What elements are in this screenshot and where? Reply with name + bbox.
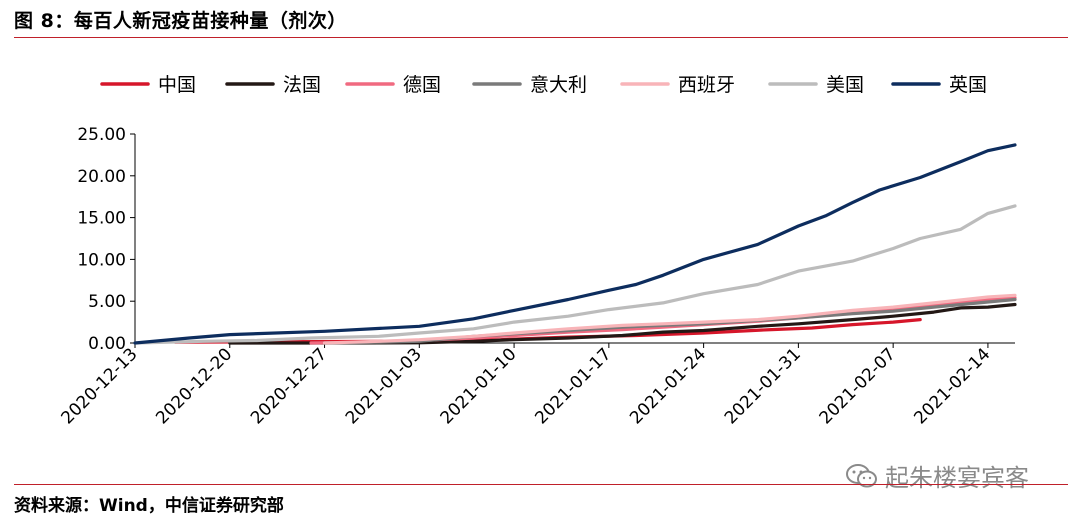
series-line-1 — [228, 302, 1017, 345]
wechat-icon — [846, 463, 877, 487]
legend-item-4: 西班牙 — [620, 74, 735, 96]
legend-label: 意大利 — [530, 74, 587, 96]
legend-label: 西班牙 — [678, 74, 735, 96]
legend-label: 德国 — [403, 74, 441, 96]
source-divider — [14, 484, 1068, 485]
x-tick-label: 2021-01-10 — [437, 344, 521, 428]
legend-item-1: 法国 — [225, 74, 321, 96]
series-line-5 — [133, 204, 1017, 345]
legend-label: 法国 — [283, 74, 321, 96]
legend-item-0: 中国 — [100, 74, 196, 96]
legend-label: 中国 — [158, 74, 196, 96]
y-tick-label: 20.00 — [77, 167, 126, 187]
series-line-6 — [133, 143, 1017, 345]
watermark-text: 起朱楼宴宾客 — [885, 464, 1029, 492]
legend-label: 英国 — [949, 74, 987, 96]
line-chart: 中国 法国 德国 意大利 西班牙 美国 英国 0.00 5.00 10.00 15.00 20.00… — [58, 74, 1017, 428]
title-divider — [14, 37, 1068, 38]
y-tick-label: 15.00 — [77, 209, 126, 229]
series-layer — [133, 143, 1017, 345]
x-tick-label: 2021-02-07 — [816, 344, 900, 428]
x-tick-label: 2021-01-03 — [342, 344, 426, 428]
x-tick-label: 2020-12-13 — [58, 344, 142, 428]
x-tick-label: 2021-01-24 — [626, 344, 710, 428]
legend-item-3: 意大利 — [472, 74, 587, 96]
y-tick-label: 25.00 — [77, 125, 126, 145]
page-title: 图 8：每百人新冠疫苗接种量（剂次） — [14, 10, 347, 32]
legend-item-2: 德国 — [345, 74, 441, 96]
x-tick-label: 2021-01-17 — [531, 344, 615, 428]
legend-label: 美国 — [826, 74, 864, 96]
y-tick-label: 0.00 — [88, 334, 126, 354]
x-tick-label: 2021-02-14 — [910, 344, 994, 428]
x-tick-label: 2020-12-27 — [247, 344, 331, 428]
series-line-4 — [322, 293, 1017, 345]
legend-item-5: 美国 — [768, 74, 864, 96]
legend-item-6: 英国 — [891, 74, 987, 96]
x-tick-label: 2021-01-31 — [721, 344, 805, 428]
y-tick-label: 5.00 — [88, 292, 126, 312]
watermark: 起朱楼宴宾客 — [845, 458, 1029, 493]
legend: 中国 法国 德国 意大利 西班牙 美国 英国 — [100, 74, 987, 96]
source-note: 资料来源：Wind，中信证券研究部 — [14, 496, 284, 516]
y-tick-label: 10.00 — [77, 250, 126, 270]
x-tick-label: 2020-12-20 — [152, 344, 236, 428]
